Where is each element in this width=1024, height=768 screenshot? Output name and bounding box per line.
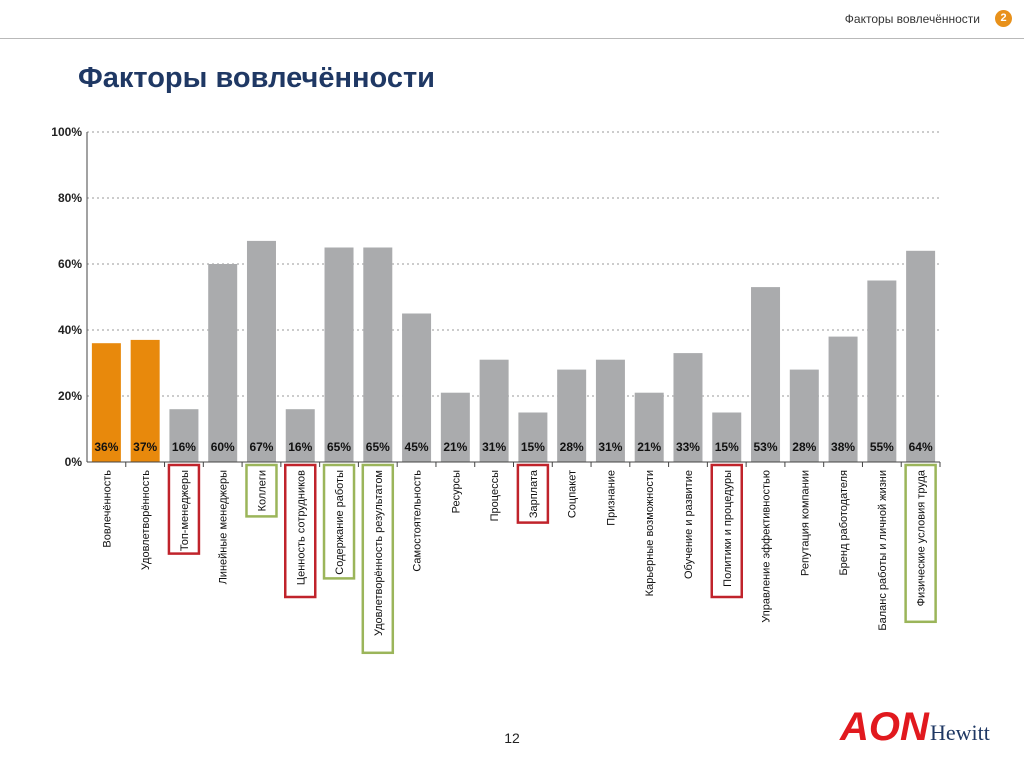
bar-value-label: 21% bbox=[637, 440, 661, 454]
y-tick-label: 60% bbox=[58, 257, 82, 271]
bar bbox=[169, 409, 199, 462]
x-category-label: Признание bbox=[605, 470, 617, 526]
bar-value-label: 37% bbox=[133, 440, 157, 454]
bar-value-label: 65% bbox=[366, 440, 390, 454]
bar bbox=[518, 412, 548, 462]
bar bbox=[867, 280, 897, 462]
bar bbox=[634, 392, 664, 462]
bar-value-label: 31% bbox=[598, 440, 622, 454]
section-number-badge: 2 bbox=[995, 10, 1012, 27]
bar-value-label: 28% bbox=[792, 440, 816, 454]
green-frame bbox=[245, 463, 278, 518]
y-tick-label: 40% bbox=[58, 323, 82, 337]
bar bbox=[751, 287, 781, 462]
x-category-label: Коллеги bbox=[256, 470, 268, 511]
red-frame bbox=[710, 463, 743, 599]
bar bbox=[557, 369, 587, 462]
bar-chart: 0% 20% 40% 60% 80% 100% 36% Вовлечённость 37% Удо… bbox=[51, 125, 941, 655]
x-category-label: Физические условия труда bbox=[916, 469, 928, 606]
x-category-label: Баланс работы и личной жизни bbox=[877, 470, 889, 631]
header-bar: Факторы вовлечённости 2 bbox=[0, 0, 1024, 39]
bar bbox=[363, 247, 393, 462]
bar-value-label: 45% bbox=[405, 440, 429, 454]
logo-sub-text: Hewitt bbox=[930, 720, 990, 745]
green-frame bbox=[904, 463, 937, 624]
bar-value-label: 16% bbox=[172, 440, 196, 454]
bar bbox=[324, 247, 354, 462]
aon-hewitt-logo: AON Hewitt bbox=[839, 705, 990, 749]
slide-number: 12 bbox=[504, 730, 520, 746]
y-tick-label: 0% bbox=[65, 455, 83, 469]
bar bbox=[828, 336, 858, 462]
x-category-label: Вовлечённость bbox=[101, 470, 113, 548]
y-tick-label: 80% bbox=[58, 191, 82, 205]
x-category-label: Зарплата bbox=[528, 469, 540, 518]
bar-value-label: 15% bbox=[715, 440, 739, 454]
logo-brand-text: AON bbox=[839, 705, 930, 749]
bar bbox=[130, 339, 160, 462]
bar bbox=[91, 343, 121, 462]
bar bbox=[285, 409, 315, 462]
bar-value-label: 33% bbox=[676, 440, 700, 454]
bar bbox=[595, 359, 625, 462]
bar-value-label: 21% bbox=[443, 440, 467, 454]
y-tick-label: 20% bbox=[58, 389, 82, 403]
page-title: Факторы вовлечённости bbox=[78, 62, 436, 94]
bar bbox=[906, 250, 936, 462]
x-category-label: Топ-менеджеры bbox=[179, 470, 191, 551]
bar-value-label: 64% bbox=[909, 440, 933, 454]
x-category-label: Удовлетворённость результатом bbox=[373, 470, 385, 636]
y-tick-label: 100% bbox=[51, 125, 82, 139]
bar-value-label: 55% bbox=[870, 440, 894, 454]
bar-value-label: 38% bbox=[831, 440, 855, 454]
section-label: Факторы вовлечённости bbox=[844, 12, 980, 26]
bar bbox=[712, 412, 742, 462]
x-category-label: Бренд работодателя bbox=[838, 470, 850, 576]
red-frame bbox=[167, 463, 201, 555]
x-category-label: Репутация компании bbox=[799, 470, 811, 576]
bar-value-label: 31% bbox=[482, 440, 506, 454]
x-category-label: Содержание работы bbox=[334, 470, 346, 575]
bar-value-label: 67% bbox=[249, 440, 273, 454]
bar bbox=[440, 392, 470, 462]
bar bbox=[246, 240, 276, 462]
bar-value-label: 36% bbox=[94, 440, 118, 454]
bar-value-label: 15% bbox=[521, 440, 545, 454]
x-category-label: Карьерные возможности bbox=[644, 470, 656, 596]
x-category-label: Процессы bbox=[489, 470, 501, 521]
green-frame bbox=[361, 463, 395, 655]
x-category-label: Обучение и развитие bbox=[683, 470, 695, 579]
green-frame bbox=[322, 463, 356, 580]
red-frame bbox=[284, 463, 317, 599]
x-category-label: Управление эффективностью bbox=[761, 470, 773, 623]
x-category-label: Ресурсы bbox=[450, 470, 462, 513]
red-frame bbox=[516, 463, 550, 524]
x-category-label: Политики и процедуры bbox=[722, 470, 734, 587]
x-category-label: Удовлетворённость bbox=[140, 470, 152, 570]
x-category-label: Ценность сотрудников bbox=[295, 470, 307, 585]
x-category-label: Линейные менеджеры bbox=[218, 470, 230, 584]
bar-value-label: 28% bbox=[560, 440, 584, 454]
x-category-label: Самостоятельность bbox=[412, 470, 424, 572]
bar bbox=[402, 313, 432, 462]
bar bbox=[673, 353, 703, 462]
bar bbox=[208, 264, 238, 462]
bar-value-label: 60% bbox=[211, 440, 235, 454]
bar bbox=[789, 369, 819, 462]
bar-value-label: 65% bbox=[327, 440, 351, 454]
bar bbox=[479, 359, 509, 462]
bar-value-label: 53% bbox=[754, 440, 778, 454]
bar-value-label: 16% bbox=[288, 440, 312, 454]
x-category-label: Соцпакет bbox=[567, 470, 579, 518]
